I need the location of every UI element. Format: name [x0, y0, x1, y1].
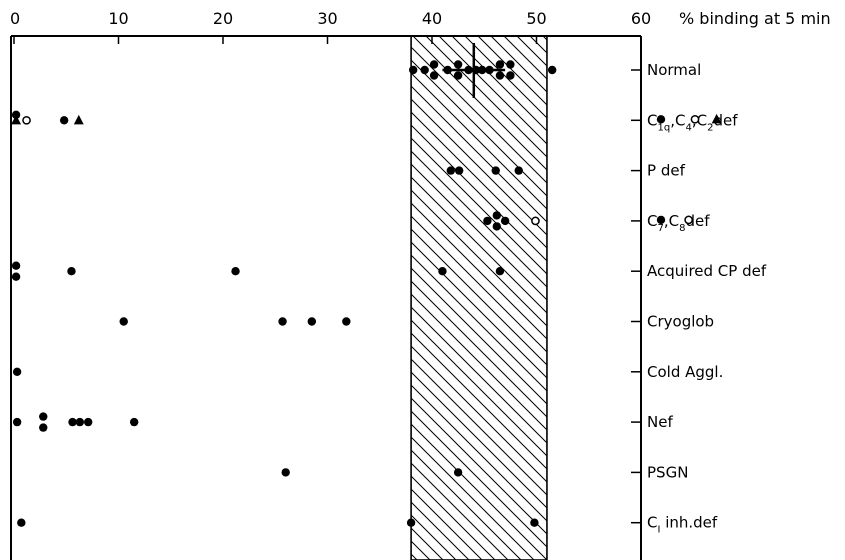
- data-point: [11, 272, 21, 281]
- normal-range-band: [410, 35, 548, 560]
- category-label: C7,C8def: [647, 212, 710, 234]
- category-label: Cryoglob: [647, 313, 714, 331]
- data-point: [453, 71, 463, 80]
- data-point: [12, 367, 22, 376]
- category-label: PSGN: [647, 463, 688, 481]
- data-point: [438, 267, 447, 276]
- data-point: [506, 71, 515, 80]
- data-point: [68, 417, 77, 427]
- data-point: [506, 60, 515, 69]
- data-point: [495, 60, 505, 69]
- x-tick-label: 30: [317, 9, 337, 28]
- data-point: [446, 166, 456, 175]
- data-point: [278, 317, 287, 326]
- data-point: [500, 216, 510, 226]
- data-point: [453, 60, 463, 69]
- data-point: [477, 65, 487, 75]
- data-point: [75, 417, 85, 427]
- category-label: Nef: [647, 413, 673, 431]
- data-point: [307, 317, 317, 326]
- normal-range-band-layer: [410, 35, 548, 560]
- data-point: [471, 65, 481, 75]
- legend-marker: [684, 215, 693, 225]
- data-point: [443, 65, 452, 75]
- x-tick-label: 60: [631, 9, 651, 28]
- data-point: [531, 216, 540, 226]
- data-point: [408, 65, 418, 75]
- data-point: [485, 65, 494, 75]
- data-point: [483, 216, 492, 226]
- data-point: [11, 261, 21, 270]
- data-point: [420, 65, 429, 75]
- data-point: [492, 211, 501, 220]
- data-point: [530, 518, 539, 527]
- data-point: [491, 166, 500, 175]
- data-point: [59, 116, 69, 125]
- x-tick-label: 0: [10, 9, 20, 28]
- x-tick-label: 10: [108, 9, 128, 28]
- data-point: [429, 71, 439, 80]
- legend-marker: [656, 115, 666, 124]
- tick-label-layer: 0 10 20 30 40 50 60: [10, 9, 651, 44]
- legend-marker: [656, 215, 666, 225]
- data-point: [17, 518, 26, 527]
- category-label: P def: [647, 162, 686, 180]
- category-label: CI inh.def: [647, 514, 718, 536]
- data-point: [67, 267, 76, 276]
- data-point: [454, 166, 464, 175]
- data-point: [406, 518, 416, 527]
- category-label: Acquired CP def: [647, 262, 767, 280]
- data-point: [453, 468, 463, 477]
- data-point: [429, 60, 439, 69]
- data-point: [11, 114, 22, 125]
- data-point: [514, 166, 523, 175]
- data-point: [119, 317, 128, 326]
- data-point: [12, 417, 22, 427]
- data-point: [495, 71, 505, 80]
- category-label: Cold Aggl.: [647, 363, 723, 381]
- x-axis-label: % binding at 5 min: [679, 9, 831, 28]
- x-tick-label: 40: [422, 9, 442, 28]
- data-point: [39, 423, 48, 432]
- category-label: Normal: [647, 61, 701, 79]
- x-tick-label: 50: [526, 9, 546, 28]
- data-point: [495, 267, 505, 276]
- data-point: [11, 110, 21, 120]
- data-point: [73, 114, 84, 125]
- legend-marker: [711, 113, 722, 124]
- legend-marker: [690, 114, 700, 124]
- data-point: [83, 417, 93, 427]
- data-point: [342, 317, 351, 326]
- data-point: [231, 267, 240, 276]
- data-point: [547, 65, 557, 75]
- x-tick-label: 20: [213, 9, 233, 28]
- data-point: [129, 417, 139, 427]
- data-point: [492, 222, 501, 231]
- data-point: [39, 412, 48, 421]
- data-point-layer: [11, 43, 557, 527]
- data-point: [281, 468, 290, 477]
- data-point: [464, 65, 473, 75]
- data-point: [22, 115, 31, 125]
